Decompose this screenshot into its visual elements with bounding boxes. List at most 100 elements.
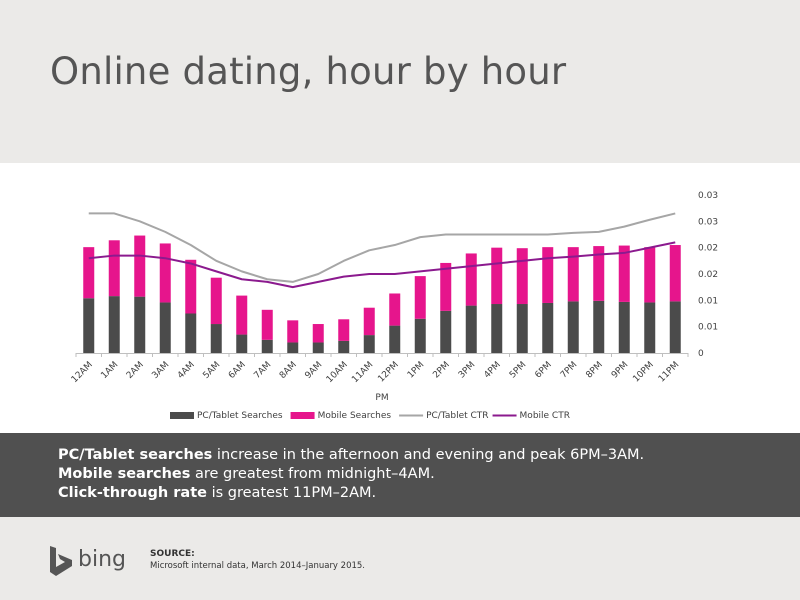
bar-pc-searches xyxy=(261,339,273,353)
legend-swatch xyxy=(290,412,315,419)
summary-line-2: Mobile searches are greatest from midnig… xyxy=(58,465,800,484)
bar-pc-searches xyxy=(644,302,656,353)
x-tick-label: 7PM xyxy=(559,360,579,380)
bar-pc-searches xyxy=(465,305,477,353)
x-tick-label: 3AM xyxy=(150,360,171,381)
x-tick-label: 1PM xyxy=(406,360,426,380)
bar-pc-searches xyxy=(567,301,579,353)
x-axis-label: PM xyxy=(375,393,388,403)
summary-line-2-text: are greatest from midnight–4AM. xyxy=(190,466,435,482)
bar-pc-searches xyxy=(593,300,605,353)
bar-pc-searches xyxy=(134,296,146,353)
legend-swatch xyxy=(170,412,194,419)
summary-band: PC/Tablet searches increase in the after… xyxy=(0,433,800,517)
bar-mobile-searches xyxy=(83,247,95,299)
bar-mobile-searches xyxy=(567,247,579,302)
x-tick-label: 10AM xyxy=(325,360,350,385)
bar-pc-searches xyxy=(108,296,120,353)
bar-mobile-searches xyxy=(389,293,401,326)
bar-mobile-searches xyxy=(618,245,630,302)
bar-mobile-searches xyxy=(465,253,477,306)
bar-mobile-searches xyxy=(210,277,222,325)
x-tick-label: 5PM xyxy=(508,360,528,380)
bar-pc-searches xyxy=(440,310,452,353)
x-tick-label: 1AM xyxy=(99,360,120,381)
page-title: Online dating, hour by hour xyxy=(50,50,567,93)
footer: bing SOURCE: Microsoft internal data, Ma… xyxy=(0,517,800,600)
bar-mobile-searches xyxy=(669,245,681,302)
x-tick-label: 8PM xyxy=(584,360,604,380)
bar-pc-searches xyxy=(389,325,401,353)
bar-mobile-searches xyxy=(644,247,656,303)
legend-label: Mobile Searches xyxy=(318,411,392,421)
x-tick-label: 8AM xyxy=(278,360,299,381)
bing-logo-text: bing xyxy=(78,547,126,572)
bar-pc-searches xyxy=(83,298,95,353)
bar-pc-searches xyxy=(210,324,222,353)
bar-pc-searches xyxy=(287,342,299,353)
x-tick-label: 6PM xyxy=(533,360,553,380)
source-label: SOURCE: xyxy=(150,549,195,559)
chart-area: 12AM 1AM 2AM 3AM 4AM 5AM 6AM 7AM 8AM 9AM 10AM 11AM 1… xyxy=(0,163,800,433)
x-tick-label: 5AM xyxy=(201,360,222,381)
bar-pc-searches xyxy=(159,302,171,353)
x-tick-label: 12PM xyxy=(376,360,401,385)
summary-line-3-bold: Click-through rate xyxy=(58,485,207,501)
line-mobile-ctr xyxy=(88,241,676,289)
bar-mobile-searches xyxy=(338,319,350,341)
source-text: Microsoft internal data, March 2014–Janu… xyxy=(150,561,366,571)
bar-mobile-searches xyxy=(491,247,503,305)
x-tick-label: 4AM xyxy=(176,360,197,381)
bar-mobile-searches xyxy=(363,307,375,336)
bar-pc-searches xyxy=(236,334,248,353)
x-tick-label: 11PM xyxy=(657,360,682,385)
bar-pc-searches xyxy=(414,318,426,353)
bar-mobile-searches xyxy=(312,324,324,343)
summary-line-1-bold: PC/Tablet searches xyxy=(58,447,213,463)
x-tick-label: 2PM xyxy=(431,360,451,380)
x-tick-label: 3PM xyxy=(457,360,477,380)
bar-pc-searches xyxy=(363,335,375,353)
line-pc-ctr xyxy=(88,212,676,283)
bar-mobile-searches xyxy=(593,246,605,301)
bar-pc-searches xyxy=(185,313,197,353)
y-tick-label: 0.02 xyxy=(698,244,718,254)
bar-mobile-searches xyxy=(261,309,273,340)
bar-mobile-searches xyxy=(236,295,248,335)
x-tick-label: 2AM xyxy=(125,360,146,381)
bar-pc-searches xyxy=(338,340,350,353)
chart: 12AM 1AM 2AM 3AM 4AM 5AM 6AM 7AM 8AM 9AM 10AM 11AM 1… xyxy=(70,191,718,421)
summary-line-1: PC/Tablet searches increase in the after… xyxy=(58,446,800,465)
x-tick-label: 7AM xyxy=(252,360,273,381)
x-tick-label: 12AM xyxy=(70,360,95,385)
bar-mobile-searches xyxy=(287,320,299,343)
bar-pc-searches xyxy=(542,302,554,353)
x-tick-label: 10PM xyxy=(631,360,656,385)
y-tick-label: 0 xyxy=(698,349,704,359)
bar-pc-searches xyxy=(491,304,503,353)
x-tick-label: 9PM xyxy=(610,360,630,380)
legend-label: PC/Tablet CTR xyxy=(426,411,488,421)
y-tick-label: 0.03 xyxy=(698,217,718,227)
bing-logo-icon xyxy=(50,546,72,576)
bar-mobile-searches xyxy=(542,247,554,303)
y-tick-label: 0.01 xyxy=(698,296,718,306)
bar-mobile-searches xyxy=(440,262,452,311)
bar-pc-searches xyxy=(312,342,324,353)
bar-mobile-searches xyxy=(134,235,146,297)
summary-line-1-text: increase in the afternoon and evening an… xyxy=(212,447,645,463)
bar-mobile-searches xyxy=(185,259,197,314)
bar-mobile-searches xyxy=(516,248,528,305)
y-tick-label: 0.03 xyxy=(698,191,718,201)
bar-mobile-searches xyxy=(414,276,426,319)
bar-mobile-searches xyxy=(108,240,120,297)
header: Online dating, hour by hour xyxy=(0,0,800,163)
legend-label: Mobile CTR xyxy=(520,411,570,421)
summary-line-2-bold: Mobile searches xyxy=(58,466,191,482)
bar-pc-searches xyxy=(669,301,681,353)
y-tick-label: 0.02 xyxy=(698,270,718,280)
bar-mobile-searches xyxy=(159,243,171,303)
summary-line-3: Click-through rate is greatest 11PM–2AM. xyxy=(58,484,800,503)
x-tick-label: 11AM xyxy=(350,360,375,385)
y-tick-label: 0.01 xyxy=(698,323,718,333)
